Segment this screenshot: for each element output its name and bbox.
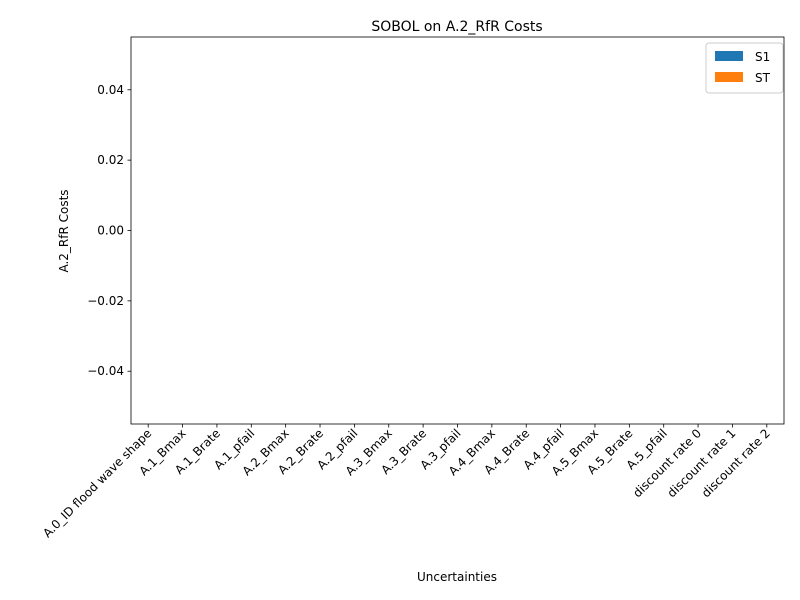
plot-area: 0.04 0.02 0.00 −0.02 −0.04 A.0_ID flood wave… bbox=[40, 36, 785, 540]
legend-label-s1: S1 bbox=[755, 50, 770, 64]
y-tick-label: 0.00 bbox=[97, 224, 124, 238]
legend-swatch-st bbox=[715, 72, 743, 82]
x-axis-label: Uncertainties bbox=[417, 570, 497, 584]
y-tick-label: 0.04 bbox=[97, 83, 124, 97]
chart-title: SOBOL on A.2_RfR Costs bbox=[371, 19, 542, 35]
y-axis-ticks: 0.04 0.02 0.00 −0.02 −0.04 bbox=[87, 83, 131, 378]
y-tick-label: −0.04 bbox=[87, 364, 124, 378]
legend-label-st: ST bbox=[755, 71, 771, 85]
x-tick-label: A.0_ID flood wave shape bbox=[40, 426, 154, 540]
legend-swatch-s1 bbox=[715, 51, 743, 61]
y-axis-label: A.2_RfR Costs bbox=[57, 189, 71, 272]
legend: S1 ST bbox=[705, 42, 784, 94]
y-tick-label: 0.02 bbox=[97, 153, 124, 167]
y-tick-label: −0.02 bbox=[87, 294, 124, 308]
x-axis-ticks: A.0_ID flood wave shapeA.1_BmaxA.1_Brate… bbox=[40, 424, 773, 540]
axes-frame bbox=[130, 36, 785, 425]
legend-frame bbox=[705, 42, 784, 94]
